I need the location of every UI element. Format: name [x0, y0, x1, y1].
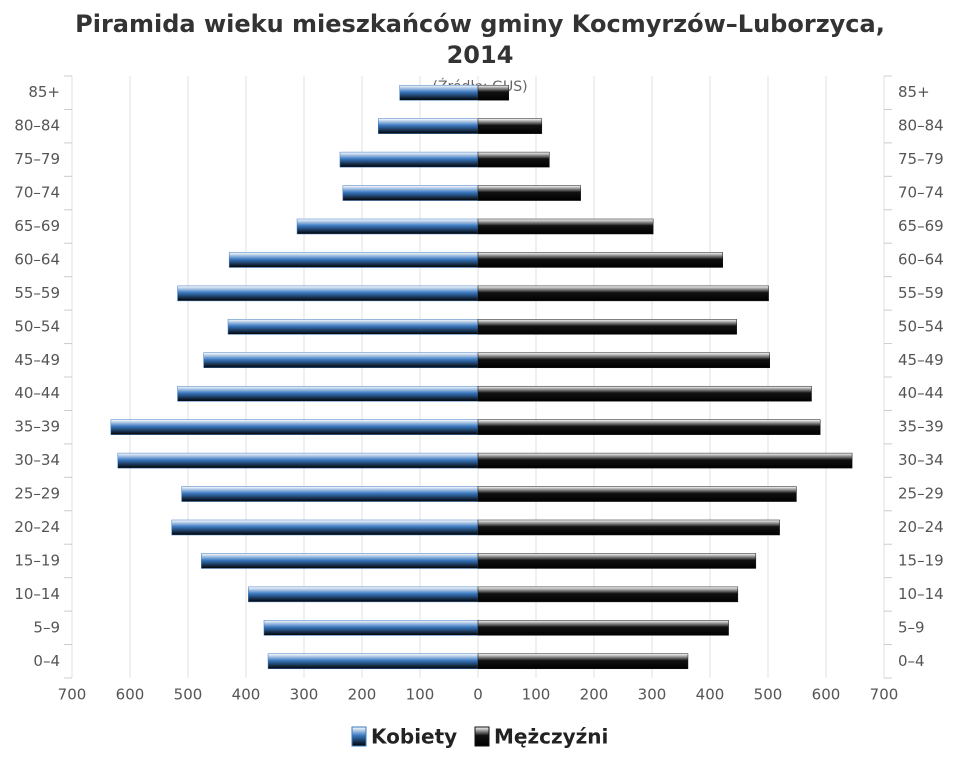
bar — [477, 151, 550, 168]
bar — [477, 118, 543, 134]
x-tick-label: 500 — [754, 686, 783, 704]
y-tick-label: 65–69 — [898, 217, 944, 235]
bar — [477, 185, 581, 201]
x-tick-label: 600 — [116, 686, 145, 704]
x-tick-label: 0 — [473, 686, 483, 704]
bar — [181, 486, 479, 502]
y-tick-label: 70–74 — [898, 184, 944, 202]
bar — [267, 653, 479, 670]
x-tick-label: 500 — [174, 686, 203, 704]
bar — [201, 553, 479, 569]
bar — [110, 419, 479, 435]
bar — [477, 285, 769, 302]
bar — [477, 419, 821, 435]
bar — [228, 252, 479, 268]
bar — [477, 586, 739, 603]
x-tick-label: 300 — [290, 686, 319, 704]
y-tick-label: 85+ — [898, 83, 930, 101]
y-tick-label: 50–54 — [898, 317, 944, 335]
y-tick-label: 55–59 — [14, 284, 60, 302]
y-tick-label: 75–79 — [898, 150, 944, 168]
y-tick-label: 65–69 — [14, 217, 60, 235]
y-tick-label: 10–14 — [14, 585, 60, 603]
x-tick-label: 300 — [638, 686, 667, 704]
bar — [248, 586, 479, 603]
x-tick-label: 400 — [696, 686, 725, 704]
bar — [477, 620, 729, 636]
chart-title: Piramida wieku mieszkańców gminy Kocmyrz… — [75, 10, 885, 38]
bar — [339, 151, 479, 168]
bar — [477, 385, 812, 402]
y-tick-label: 35–39 — [898, 418, 944, 436]
y-tick-label: 5–9 — [898, 618, 925, 636]
bar — [177, 385, 479, 402]
y-tick-label: 20–24 — [898, 518, 944, 536]
legend-label: Kobiety — [371, 725, 457, 749]
y-tick-label: 40–44 — [898, 384, 944, 402]
bar — [117, 452, 479, 469]
y-tick-label: 45–49 — [14, 351, 60, 369]
y-tick-label: 55–59 — [898, 284, 944, 302]
x-tick-label: 600 — [812, 686, 841, 704]
bar — [203, 352, 479, 369]
x-tick-label: 200 — [580, 686, 609, 704]
x-tick-label: 400 — [232, 686, 261, 704]
bar — [399, 84, 479, 101]
bar — [477, 84, 509, 101]
bar — [177, 285, 479, 302]
y-tick-label: 80–84 — [898, 117, 944, 135]
y-tick-label: 15–19 — [14, 551, 60, 569]
bar — [171, 519, 479, 536]
bar — [477, 519, 780, 536]
bar — [477, 553, 757, 569]
y-tick-label: 85+ — [28, 83, 60, 101]
x-tick-label: 700 — [870, 686, 899, 704]
y-tick-label: 75–79 — [14, 150, 60, 168]
bar — [477, 653, 689, 670]
bar — [477, 218, 654, 235]
bar — [477, 352, 770, 369]
bar — [377, 118, 479, 134]
bar — [342, 185, 479, 201]
legend-swatch — [474, 726, 490, 747]
y-tick-label: 60–64 — [14, 250, 60, 268]
legend-label: Mężczyźni — [494, 725, 608, 749]
bar — [477, 486, 797, 502]
y-tick-label: 0–4 — [33, 652, 60, 670]
chart-title: 2014 — [447, 41, 514, 69]
y-tick-label: 25–29 — [898, 485, 944, 503]
bar — [296, 218, 479, 235]
bar — [477, 319, 737, 335]
y-tick-label: 35–39 — [14, 418, 60, 436]
y-tick-label: 5–9 — [33, 618, 60, 636]
y-tick-label: 30–34 — [898, 451, 944, 469]
legend-swatch — [351, 726, 367, 747]
y-tick-label: 25–29 — [14, 485, 60, 503]
y-tick-label: 70–74 — [14, 184, 60, 202]
bar — [477, 252, 724, 268]
y-tick-label: 20–24 — [14, 518, 60, 536]
y-tick-label: 60–64 — [898, 250, 944, 268]
y-tick-label: 30–34 — [14, 451, 60, 469]
x-tick-label: 700 — [58, 686, 87, 704]
bar — [263, 620, 479, 636]
x-tick-label: 100 — [522, 686, 551, 704]
y-tick-label: 80–84 — [14, 117, 60, 135]
y-tick-label: 15–19 — [898, 551, 944, 569]
y-tick-label: 40–44 — [14, 384, 60, 402]
bar — [227, 319, 479, 335]
y-tick-label: 10–14 — [898, 585, 944, 603]
bar — [477, 452, 853, 469]
y-tick-label: 0–4 — [898, 652, 925, 670]
x-tick-label: 200 — [348, 686, 377, 704]
x-tick-label: 100 — [406, 686, 435, 704]
y-tick-label: 50–54 — [14, 317, 60, 335]
y-tick-label: 45–49 — [898, 351, 944, 369]
